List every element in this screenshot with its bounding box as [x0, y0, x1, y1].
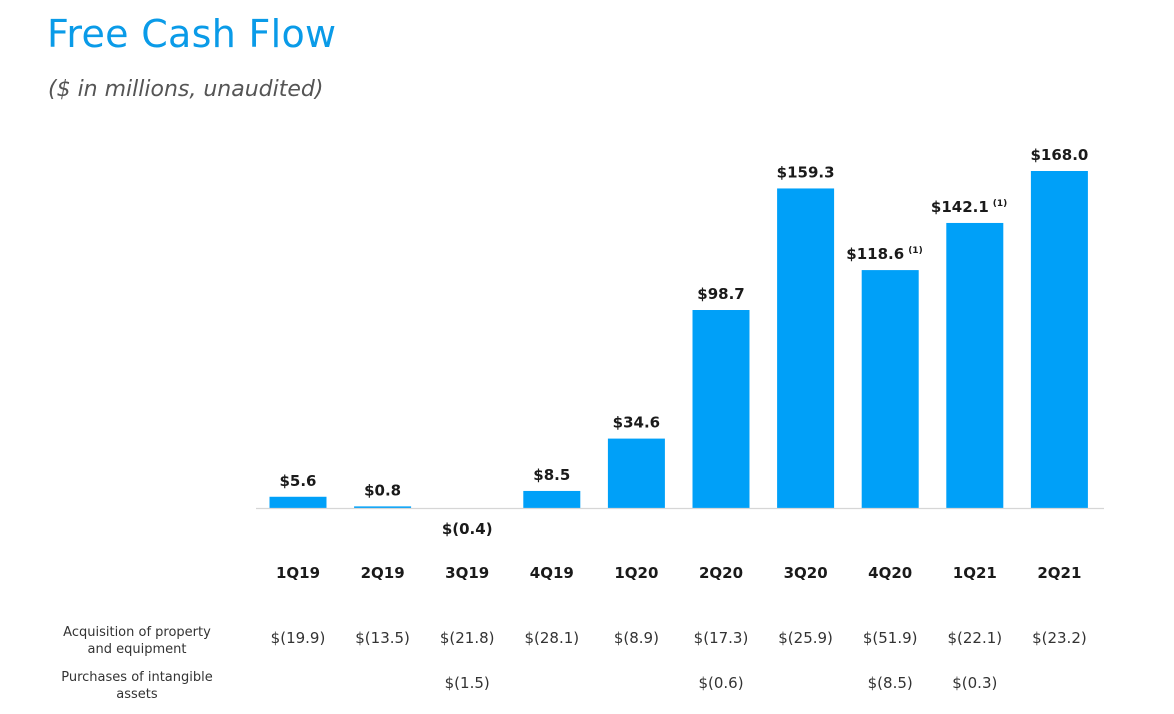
- row-2-label-line-1: Purchases of intangible: [61, 670, 212, 685]
- value-label-2q21: $168.0: [1030, 146, 1088, 164]
- category-label-1q20: 1Q20: [614, 564, 658, 582]
- bar-4q19: [523, 490, 581, 508]
- chart-title: Free Cash Flow: [47, 12, 337, 56]
- bar-2q21: [1030, 171, 1088, 508]
- value-label-1q21: $142.1: [931, 198, 989, 216]
- row-1-value-1q20: $(8.9): [614, 629, 659, 647]
- row-1-value-4q19: $(28.1): [524, 629, 579, 647]
- category-label-4q19: 4Q19: [530, 564, 574, 582]
- value-label-1q20: $34.6: [613, 414, 660, 432]
- value-label-2q19: $0.8: [364, 481, 401, 499]
- row-2-label-line-2: assets: [116, 687, 158, 702]
- value-label-4q19: $8.5: [533, 466, 570, 484]
- bar-3q20: [777, 188, 835, 508]
- value-label-3q20: $159.3: [777, 163, 835, 181]
- bar-1q21: [946, 222, 1004, 508]
- row-1-value-2q19: $(13.5): [355, 629, 410, 647]
- row-1-label-line-1: Acquisition of property: [63, 625, 211, 640]
- value-label-4q20: $118.6: [846, 245, 904, 263]
- row-2-value-2q20: $(0.6): [698, 674, 743, 692]
- category-label-4q20: 4Q20: [868, 564, 912, 582]
- category-label-3q19: 3Q19: [445, 564, 489, 582]
- bar-1q20: [607, 438, 665, 508]
- row-1-value-2q21: $(23.2): [1032, 629, 1087, 647]
- category-label-1q19: 1Q19: [276, 564, 320, 582]
- bar-1q19: [269, 496, 327, 508]
- category-label-2q21: 2Q21: [1037, 564, 1081, 582]
- row-1-value-3q19: $(21.8): [440, 629, 495, 647]
- bar-2q19: [354, 506, 412, 508]
- row-1-value-4q20: $(51.9): [863, 629, 918, 647]
- category-label-2q19: 2Q19: [361, 564, 405, 582]
- detail-rows-group: Acquisition of property and equipment $(19…: [61, 625, 1086, 702]
- category-label-1q21: 1Q21: [953, 564, 997, 582]
- row-2-value-4q20: $(8.5): [868, 674, 913, 692]
- row-1-value-1q19: $(19.9): [271, 629, 326, 647]
- value-label-3q19: $(0.4): [442, 520, 493, 538]
- category-label-2q20: 2Q20: [699, 564, 743, 582]
- row-1-value-1q21: $(22.1): [947, 629, 1002, 647]
- bar-2q20: [692, 310, 750, 508]
- bars-group: [269, 171, 1088, 508]
- row-2-value-1q21: $(0.3): [952, 674, 997, 692]
- value-note-1q21: (1): [993, 199, 1008, 209]
- value-label-1q19: $5.6: [279, 472, 316, 490]
- category-labels-group: 1Q19 2Q19 3Q19 4Q19 1Q20 2Q20 3Q20 4Q20 1Q21 2Q21: [276, 564, 1081, 582]
- bar-4q20: [861, 270, 919, 508]
- value-labels-group: $5.6 $0.8 $(0.4) $8.5 $34.6 $98.7 $159.3 $118.6…: [279, 146, 1088, 538]
- row-1-value-2q20: $(17.3): [694, 629, 749, 647]
- row-1-value-3q20: $(25.9): [778, 629, 833, 647]
- category-label-3q20: 3Q20: [784, 564, 828, 582]
- row-1-label-line-2: and equipment: [88, 642, 187, 657]
- row-2-value-3q19: $(1.5): [445, 674, 490, 692]
- value-note-4q20: (1): [908, 246, 923, 256]
- chart-subtitle: ($ in millions, unaudited): [48, 77, 324, 102]
- value-label-2q20: $98.7: [697, 285, 744, 303]
